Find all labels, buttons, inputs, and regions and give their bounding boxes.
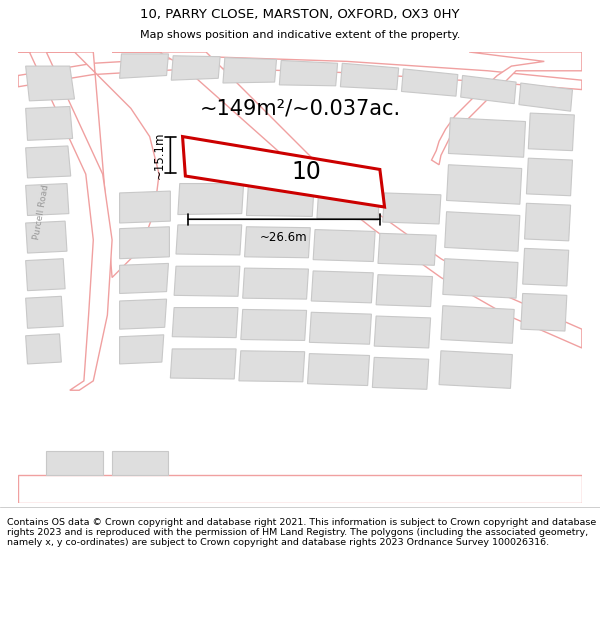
Polygon shape [241,309,307,341]
Polygon shape [521,294,567,331]
Polygon shape [112,52,582,348]
Polygon shape [18,475,582,503]
Text: Contains OS data © Crown copyright and database right 2021. This information is : Contains OS data © Crown copyright and d… [7,518,596,548]
Polygon shape [174,266,240,296]
Polygon shape [378,233,436,265]
Polygon shape [119,191,170,223]
Polygon shape [374,316,431,348]
Polygon shape [443,259,518,298]
Polygon shape [311,271,373,303]
Polygon shape [119,54,169,78]
Polygon shape [445,212,520,251]
Polygon shape [529,113,574,151]
Polygon shape [373,357,429,389]
Polygon shape [119,227,169,259]
Polygon shape [245,227,310,258]
Polygon shape [448,118,526,158]
Text: 10, PARRY CLOSE, MARSTON, OXFORD, OX3 0HY: 10, PARRY CLOSE, MARSTON, OXFORD, OX3 0H… [140,8,460,21]
Polygon shape [280,61,338,86]
Polygon shape [247,186,314,216]
Polygon shape [172,308,238,338]
Polygon shape [310,312,371,344]
Polygon shape [26,66,74,101]
Text: 10: 10 [292,160,322,184]
Polygon shape [119,263,169,294]
Polygon shape [524,203,571,241]
Polygon shape [26,184,69,216]
Polygon shape [182,136,385,207]
Polygon shape [431,52,582,165]
Polygon shape [519,83,572,111]
Polygon shape [313,229,375,261]
Polygon shape [242,268,308,299]
Polygon shape [308,354,370,386]
Polygon shape [26,334,61,364]
Text: ~15.1m: ~15.1m [152,132,166,179]
Polygon shape [376,274,433,307]
Polygon shape [119,299,167,329]
Polygon shape [223,58,277,83]
Polygon shape [441,306,514,343]
Polygon shape [26,221,67,253]
Polygon shape [178,184,244,214]
Polygon shape [439,351,512,388]
Polygon shape [46,451,103,475]
Polygon shape [26,259,65,291]
Text: ~149m²/~0.037ac.: ~149m²/~0.037ac. [199,98,401,118]
Polygon shape [526,158,572,196]
Polygon shape [239,351,305,382]
Polygon shape [171,56,220,80]
Text: ~26.6m: ~26.6m [260,231,308,244]
Polygon shape [170,349,236,379]
Polygon shape [340,63,398,89]
Polygon shape [26,296,63,328]
Text: Map shows position and indicative extent of the property.: Map shows position and indicative extent… [140,30,460,40]
Polygon shape [176,225,242,255]
Polygon shape [18,52,112,390]
Polygon shape [26,106,73,141]
Polygon shape [18,52,159,278]
Polygon shape [461,76,516,104]
Polygon shape [26,146,71,178]
Polygon shape [18,57,582,89]
Polygon shape [383,193,441,224]
Polygon shape [112,451,169,475]
Text: Purcell Road: Purcell Road [32,183,51,240]
Polygon shape [523,248,569,286]
Polygon shape [119,335,164,364]
Polygon shape [446,165,522,204]
Polygon shape [401,69,458,96]
Polygon shape [317,188,380,220]
